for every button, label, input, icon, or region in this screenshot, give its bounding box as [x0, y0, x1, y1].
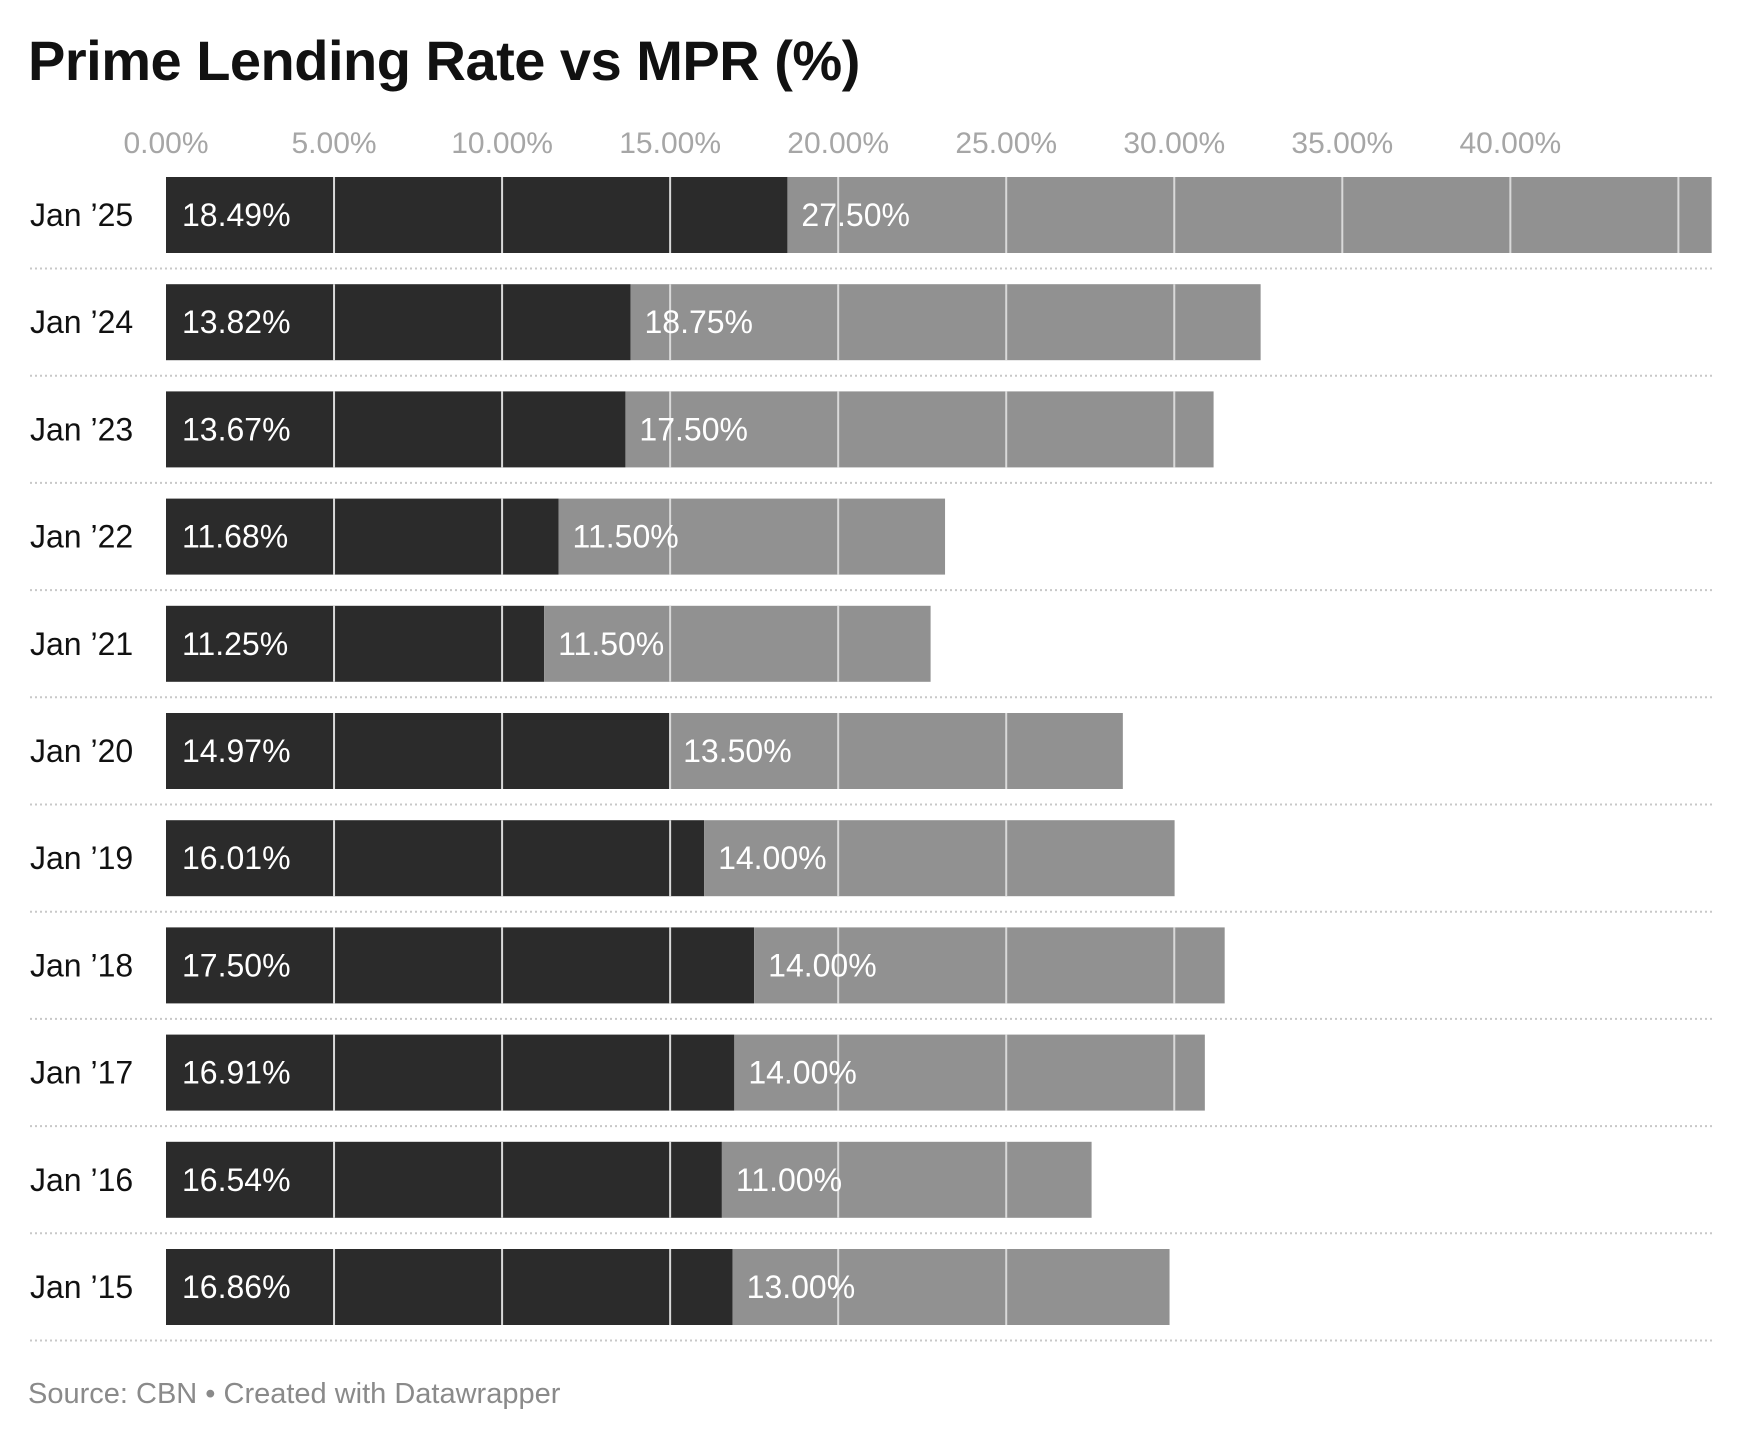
- data-label-mpr: 14.00%: [768, 947, 877, 983]
- row-label: Jan ’19: [30, 840, 133, 876]
- source-note: Source: CBN • Created with Datawrapper: [28, 1378, 561, 1410]
- bar-prime-lending-rate: [166, 1141, 722, 1218]
- x-tick-label: 10.00%: [451, 127, 553, 160]
- row-label: Jan ’21: [30, 626, 133, 662]
- bar-mpr: [787, 177, 1712, 253]
- row-label: Jan ’24: [30, 304, 133, 340]
- row-label: Jan ’20: [30, 733, 133, 769]
- bar-mpr: [734, 1034, 1205, 1111]
- bar-mpr: [630, 284, 1261, 361]
- data-label-mpr: 17.50%: [639, 411, 748, 447]
- row-label: Jan ’22: [30, 519, 133, 555]
- data-label-mpr: 27.50%: [801, 197, 910, 233]
- data-label-prime-lending-rate: 16.91%: [182, 1055, 291, 1091]
- data-label-mpr: 11.00%: [736, 1162, 842, 1198]
- data-label-prime-lending-rate: 16.01%: [182, 840, 291, 876]
- row-label: Jan ’15: [30, 1269, 133, 1305]
- bar-mpr: [669, 713, 1123, 789]
- x-tick-label: 25.00%: [955, 127, 1057, 160]
- bar-prime-lending-rate: [166, 927, 755, 1004]
- bar-mpr: [544, 605, 931, 682]
- bar-mpr: [558, 498, 946, 575]
- bar-prime-lending-rate: [166, 713, 670, 789]
- bar-prime-lending-rate: [166, 820, 705, 897]
- data-label-prime-lending-rate: 18.49%: [182, 197, 291, 233]
- chart-title: Prime Lending Rate vs MPR (%): [28, 29, 860, 92]
- x-tick-label: 20.00%: [787, 127, 889, 160]
- data-label-mpr: 14.00%: [718, 840, 827, 876]
- data-label-mpr: 18.75%: [644, 304, 753, 340]
- bar-prime-lending-rate: [166, 391, 626, 468]
- bar-prime-lending-rate: [166, 605, 545, 682]
- x-tick-label: 30.00%: [1123, 127, 1225, 160]
- data-label-prime-lending-rate: 14.97%: [182, 733, 291, 769]
- data-label-mpr: 11.50%: [558, 626, 664, 662]
- x-tick-label: 0.00%: [123, 127, 208, 160]
- bar-prime-lending-rate: [166, 1034, 735, 1111]
- row-label: Jan ’16: [30, 1162, 133, 1198]
- bar-prime-lending-rate: [166, 1249, 733, 1325]
- x-tick-label: 5.00%: [292, 127, 377, 160]
- data-label-prime-lending-rate: 17.50%: [182, 947, 291, 983]
- bar-mpr: [625, 391, 1214, 468]
- data-label-prime-lending-rate: 13.67%: [182, 411, 291, 447]
- row-label: Jan ’23: [30, 411, 133, 447]
- x-tick-label: 40.00%: [1459, 127, 1561, 160]
- x-tick-label: 35.00%: [1291, 127, 1393, 160]
- data-label-prime-lending-rate: 11.25%: [182, 626, 288, 662]
- row-label: Jan ’17: [30, 1055, 133, 1091]
- bar-mpr: [754, 927, 1225, 1004]
- row-label: Jan ’18: [30, 947, 133, 983]
- data-label-mpr: 14.00%: [748, 1055, 857, 1091]
- bar-prime-lending-rate: [166, 498, 559, 575]
- data-label-prime-lending-rate: 16.54%: [182, 1162, 291, 1198]
- bar-prime-lending-rate: [166, 177, 788, 253]
- bar-prime-lending-rate: [166, 284, 631, 361]
- data-label-mpr: 11.50%: [573, 519, 679, 555]
- bar-mpr: [721, 1141, 1092, 1218]
- bar-mpr: [704, 820, 1175, 897]
- data-label-mpr: 13.00%: [747, 1269, 856, 1305]
- data-label-mpr: 13.50%: [683, 733, 792, 769]
- data-label-prime-lending-rate: 13.82%: [182, 304, 291, 340]
- data-label-prime-lending-rate: 11.68%: [182, 519, 288, 555]
- bar-mpr: [732, 1249, 1170, 1325]
- x-tick-label: 15.00%: [619, 127, 721, 160]
- data-label-prime-lending-rate: 16.86%: [182, 1269, 291, 1305]
- row-label: Jan ’25: [30, 197, 133, 233]
